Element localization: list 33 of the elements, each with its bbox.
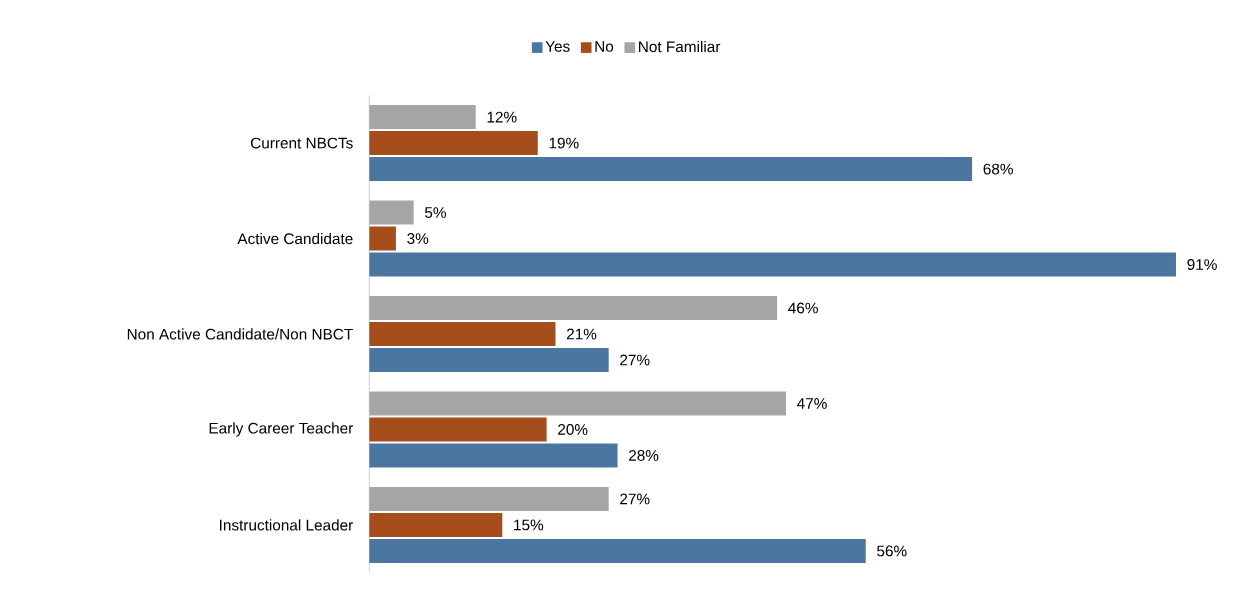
bar: [369, 131, 538, 156]
data-label: 56%: [877, 545, 907, 557]
bar: [369, 157, 973, 182]
bar: [369, 226, 396, 251]
bar: [369, 252, 1176, 277]
y-tick-label: Early Career Teacher: [209, 422, 354, 437]
legend-label: No: [595, 41, 614, 52]
bar: [369, 348, 609, 372]
data-label: 91%: [1187, 259, 1217, 270]
data-label: 27%: [620, 354, 650, 366]
data-label: 27%: [620, 493, 650, 505]
data-label: 21%: [566, 328, 597, 340]
data-label: 28%: [629, 450, 659, 461]
legend-label: Not Familiar: [639, 40, 721, 53]
bar: [369, 321, 556, 346]
y-tick-label: Active Candidate: [237, 232, 353, 245]
bar: [369, 443, 618, 468]
data-label: 46%: [788, 302, 818, 314]
data-label: 3%: [407, 233, 429, 244]
data-label: 68%: [983, 163, 1013, 175]
bar: [369, 512, 503, 537]
data-label: 15%: [514, 519, 544, 531]
data-label: 12%: [487, 111, 517, 123]
bar: [369, 417, 547, 442]
y-tick-label: Non Active Candidate/Non NBCT: [127, 328, 353, 340]
y-tick-label: Current NBCTs: [250, 137, 353, 149]
bar: [369, 538, 866, 563]
data-label: 20%: [558, 424, 588, 435]
data-label: 19%: [549, 137, 579, 149]
legend-label: Yes: [545, 41, 570, 52]
data-label: 5%: [424, 207, 446, 218]
data-label: 47%: [797, 398, 827, 409]
y-tick-label: Instructional Leader: [220, 519, 353, 531]
